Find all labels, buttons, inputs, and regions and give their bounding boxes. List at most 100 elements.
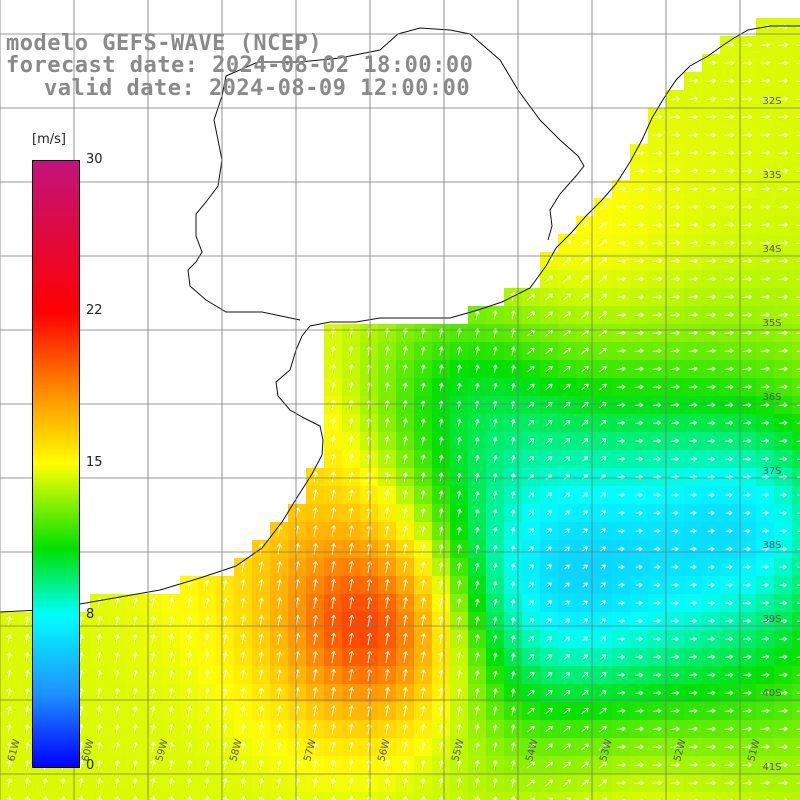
wind-arrow xyxy=(527,618,535,624)
forecast-date: forecast date: 2024-08-02 18:00:00 xyxy=(6,53,474,78)
wind-arrow xyxy=(258,597,264,609)
wind-arrow xyxy=(742,384,752,390)
wind-arrow xyxy=(24,651,30,662)
wind-arrow xyxy=(114,741,120,752)
wind-arrow xyxy=(438,472,444,482)
wind-arrow xyxy=(527,600,535,606)
wind-arrow xyxy=(438,741,444,752)
wind-arrow xyxy=(688,204,699,210)
wind-arrow xyxy=(474,580,480,590)
wind-arrow xyxy=(150,633,156,644)
wind-arrow xyxy=(186,687,192,698)
wind-arrow xyxy=(670,420,680,426)
wind-arrow xyxy=(114,615,120,626)
wind-arrow xyxy=(456,759,462,770)
wind-arrow xyxy=(670,204,681,210)
wind-arrow xyxy=(617,510,625,516)
wind-arrow xyxy=(222,579,228,591)
wind-arrow xyxy=(634,366,644,372)
wind-arrow xyxy=(653,618,661,624)
wind-arrow xyxy=(600,618,607,624)
wind-arrow xyxy=(510,670,516,680)
wind-arrow xyxy=(528,546,535,552)
wind-arrow xyxy=(725,456,733,462)
wind-arrow xyxy=(615,204,627,210)
wind-arrow xyxy=(456,795,462,800)
wind-arrow xyxy=(510,795,516,800)
wind-arrow xyxy=(402,472,408,482)
wind-arrow xyxy=(778,636,788,642)
wind-arrow xyxy=(474,526,480,535)
wind-arrow xyxy=(599,743,607,751)
wind-arrow xyxy=(438,705,444,716)
wind-arrow xyxy=(742,672,752,678)
wind-arrow xyxy=(600,546,606,552)
wind-arrow xyxy=(492,454,498,463)
wind-arrow xyxy=(114,759,120,770)
wind-arrow xyxy=(563,456,571,462)
wind-arrow xyxy=(60,777,66,788)
wind-arrow xyxy=(258,741,264,752)
wind-arrow xyxy=(616,690,626,696)
wind-cell xyxy=(792,504,800,523)
wind-arrow xyxy=(689,582,697,588)
wind-arrow xyxy=(402,489,408,500)
wind-arrow xyxy=(688,384,698,390)
wind-arrow xyxy=(706,150,717,156)
wind-arrow xyxy=(760,222,771,228)
wind-arrow xyxy=(562,257,572,265)
wind-arrow xyxy=(670,186,681,192)
wind-arrow xyxy=(706,780,717,786)
wind-arrow xyxy=(348,381,354,392)
wind-arrow xyxy=(778,258,789,264)
wind-arrow xyxy=(132,615,138,626)
latitude-label: 40S xyxy=(762,688,781,699)
wind-arrow xyxy=(796,152,800,154)
wind-arrow xyxy=(474,598,480,608)
wind-arrow xyxy=(420,436,426,446)
wind-arrow xyxy=(348,417,354,428)
wind-arrow xyxy=(671,492,679,498)
colorbar xyxy=(32,160,80,768)
wind-arrow xyxy=(725,438,734,444)
wind-arrow xyxy=(402,614,408,627)
wind-arrow xyxy=(510,616,516,625)
wind-arrow xyxy=(330,687,336,699)
wind-arrow xyxy=(617,636,625,642)
wind-arrow xyxy=(599,365,607,373)
wind-arrow xyxy=(725,528,733,534)
wind-arrow xyxy=(527,707,535,715)
wind-arrow xyxy=(635,546,643,552)
wind-arrow xyxy=(778,618,788,624)
wind-arrow xyxy=(796,458,800,460)
wind-arrow xyxy=(743,636,752,642)
wind-arrow xyxy=(706,168,717,174)
wind-cell xyxy=(792,486,800,505)
wind-arrow xyxy=(797,548,800,550)
wind-arrow xyxy=(527,654,535,660)
wind-arrow xyxy=(742,366,752,372)
wind-arrow xyxy=(599,636,607,642)
wind-arrow xyxy=(348,687,354,699)
wind-arrow xyxy=(420,454,426,464)
wind-arrow xyxy=(743,582,751,588)
wind-arrow xyxy=(402,579,408,591)
model-title: modelo GEFS-WAVE (NCEP) xyxy=(6,31,323,56)
wind-arrow xyxy=(797,530,800,532)
longitude-labels: 61W 60W 59W 58W 57W 56W 55W 54W 53W 52W 51W xyxy=(6,738,763,763)
wind-arrow xyxy=(796,782,800,784)
wind-arrow xyxy=(563,311,572,319)
wind-cell xyxy=(792,774,800,793)
wind-cell xyxy=(792,468,800,487)
wind-arrow xyxy=(6,795,12,800)
wind-arrow xyxy=(760,384,770,390)
wind-arrow xyxy=(222,795,228,800)
wind-arrow xyxy=(725,510,733,516)
wind-arrow xyxy=(689,456,697,462)
wind-arrow xyxy=(742,222,753,228)
wind-arrow xyxy=(492,544,498,553)
wind-arrow xyxy=(420,525,426,536)
wind-arrow xyxy=(688,312,698,318)
wind-arrow xyxy=(778,240,789,246)
wind-arrow xyxy=(456,508,462,518)
